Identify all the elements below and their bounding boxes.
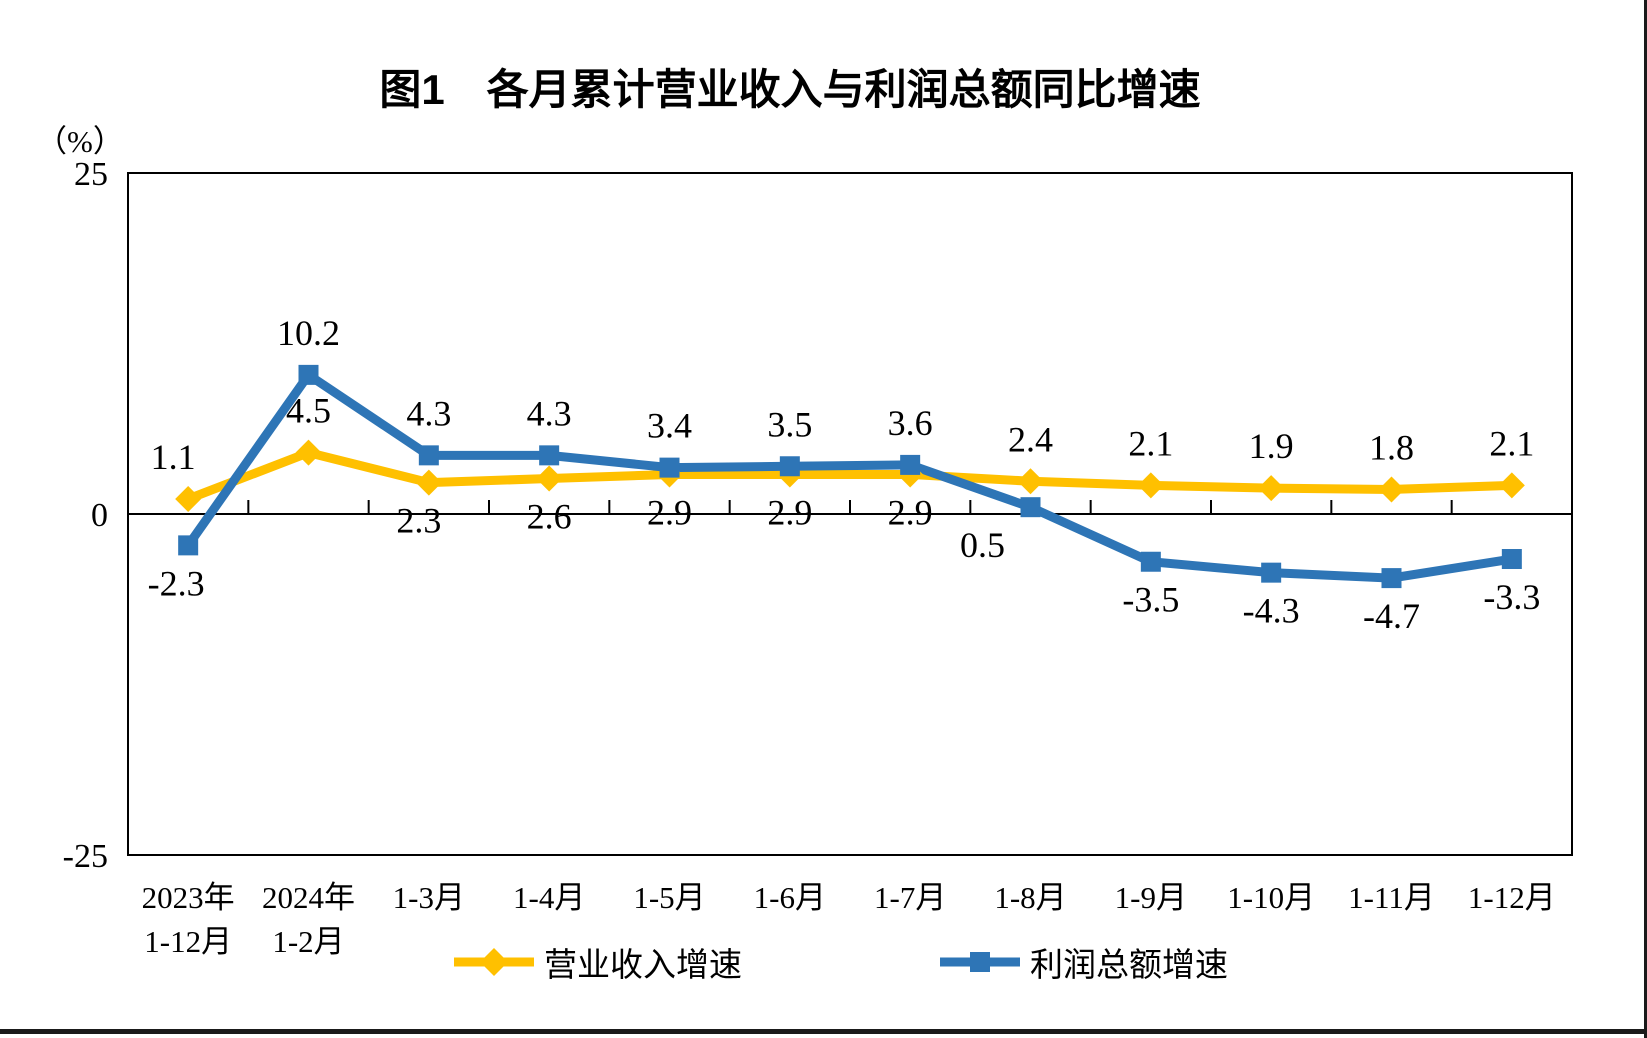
legend-item-profit: 利润总额增速 [938,938,1228,986]
data-label-revenue: 2.3 [396,501,441,541]
y-tick-label: -25 [63,838,108,875]
series-line-revenue [186,447,1512,504]
data-label-profit: -4.3 [1243,591,1300,631]
marker-square-profit [418,445,439,466]
x-category-label: 1-3月 [393,880,465,915]
legend: 营业收入增速 利润总额增速 [0,938,1647,1002]
data-label-revenue: 2.9 [888,492,933,532]
marker-square-profit [1501,549,1522,570]
x-category-label: 1-12月 [144,924,232,959]
x-category-label: 1-12月 [1468,880,1556,915]
y-tick-label: 0 [91,497,108,534]
data-label-profit: -4.7 [1363,596,1420,636]
marker-square-profit [900,454,921,475]
legend-marker-profit-icon [940,952,1020,972]
legend-marker-revenue-icon [454,948,534,976]
marker-diamond-revenue [1017,468,1044,495]
marker-square-profit [1381,568,1402,589]
marker-square-profit [539,445,560,466]
data-label-revenue: 4.5 [286,391,331,431]
data-label-revenue: 2.9 [767,492,812,532]
marker-diamond-revenue [175,485,202,512]
marker-square-profit [659,457,680,478]
data-label-profit: 0.5 [960,525,1005,565]
legend-label-profit: 利润总额增速 [1030,948,1228,984]
data-label-profit: -2.3 [148,563,205,603]
data-label-profit: 3.6 [888,403,933,443]
data-label-revenue: 1.1 [151,437,196,477]
marker-diamond-revenue [295,439,322,466]
marker-diamond-revenue [1137,472,1164,499]
marker-diamond-revenue [415,469,442,496]
data-label-profit: 4.3 [406,393,451,433]
marker-square-profit [298,364,319,385]
marker-square-profit [779,456,800,477]
series-line-profit [184,368,1513,583]
data-label-profit: -3.5 [1122,580,1179,620]
marker-diamond-revenue [536,465,563,492]
marker-diamond-revenue [1378,476,1405,503]
data-label-profit: 4.3 [527,393,572,433]
marker-square-profit [1261,562,1282,583]
data-label-revenue: 2.9 [647,492,692,532]
x-category-label: 1-10月 [1227,880,1315,915]
page-bottom-border [0,1029,1647,1034]
x-category-label: 1-2月 [272,924,344,959]
data-label-revenue: 2.4 [1008,419,1053,459]
x-category-label: 1-9月 [1115,880,1187,915]
marker-diamond-revenue [1498,472,1525,499]
x-category-label: 2024年 [262,880,355,915]
legend-item-revenue: 营业收入增速 [452,938,742,986]
chart-title: 图1 各月累计营业收入与利润总额同比增速 [379,66,1201,113]
y-axis-unit-label: （%） [36,124,124,159]
x-category-label: 2023年 [142,880,235,915]
x-category-label: 1-4月 [513,880,585,915]
data-label-revenue: 2.1 [1489,423,1534,463]
data-label-profit: 3.5 [767,404,812,444]
page-right-border [1644,0,1647,1038]
y-tick-label: 25 [74,156,108,193]
data-label-profit: 10.2 [277,313,340,353]
x-category-label: 1-5月 [633,880,705,915]
data-label-profit: -3.3 [1483,577,1540,617]
x-category-label: 1-7月 [874,880,946,915]
marker-square-profit [1020,497,1041,518]
x-category-label: 1-11月 [1348,880,1435,915]
data-label-profit: 3.4 [647,406,692,446]
marker-diamond-revenue [1258,475,1285,502]
data-label-revenue: 2.1 [1128,423,1173,463]
data-label-revenue: 1.8 [1369,427,1414,467]
marker-square-profit [178,535,199,556]
legend-label-revenue: 营业收入增速 [544,948,742,984]
data-label-revenue: 1.9 [1249,426,1294,466]
x-category-label: 1-8月 [994,880,1066,915]
data-label-revenue: 2.6 [527,497,572,537]
x-category-label: 1-6月 [754,880,826,915]
marker-square-profit [1140,551,1161,572]
